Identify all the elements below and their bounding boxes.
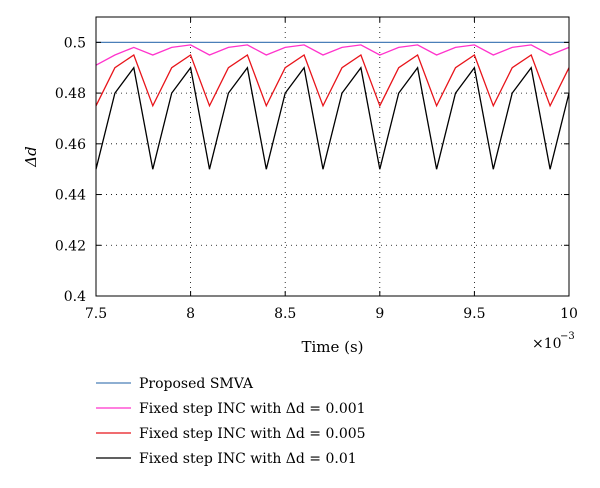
x-tick-label: 8	[186, 306, 195, 322]
legend: Proposed SMVA Fixed step INC with Δd = 0.…	[96, 376, 366, 467]
y-tick-labels: 0.4 0.42 0.44 0.46 0.48 0.5	[55, 35, 86, 305]
y-tick-label: 0.46	[55, 137, 86, 153]
x-exponent-base: ×10	[532, 336, 562, 352]
x-tick-label: 7.5	[85, 306, 107, 322]
legend-label-1: Fixed step INC with Δd = 0.001	[139, 401, 366, 417]
series-line-3	[95, 66, 570, 170]
x-exponent-power: −3	[560, 331, 575, 342]
legend-label-3: Fixed step INC with Δd = 0.01	[139, 451, 357, 467]
y-tick-label: 0.42	[55, 238, 86, 254]
x-axis-label: Time (s)	[301, 338, 363, 356]
x-tick-label: 9	[375, 306, 384, 322]
axis-ticks	[95, 17, 570, 297]
plot-frame	[95, 16, 570, 297]
y-tick-label: 0.48	[55, 86, 86, 102]
legend-label-2: Fixed step INC with Δd = 0.005	[139, 426, 366, 442]
y-tick-label: 0.5	[64, 35, 86, 51]
y-tick-label: 0.4	[64, 289, 86, 305]
x-tick-label: 9.5	[463, 306, 485, 322]
y-axis-label: Δd	[22, 146, 40, 167]
x-tick-labels: 7.5 8 8.5 9 9.5 10	[85, 306, 578, 322]
legend-label-0: Proposed SMVA	[139, 376, 254, 392]
series-layer	[95, 41, 570, 170]
x-tick-label: 8.5	[274, 306, 296, 322]
series-line-2	[95, 54, 570, 108]
x-tick-label: 10	[560, 306, 578, 322]
series-line-1	[95, 44, 570, 66]
y-tick-label: 0.44	[55, 188, 86, 204]
x-axis-exponent: ×10 −3	[532, 331, 575, 352]
